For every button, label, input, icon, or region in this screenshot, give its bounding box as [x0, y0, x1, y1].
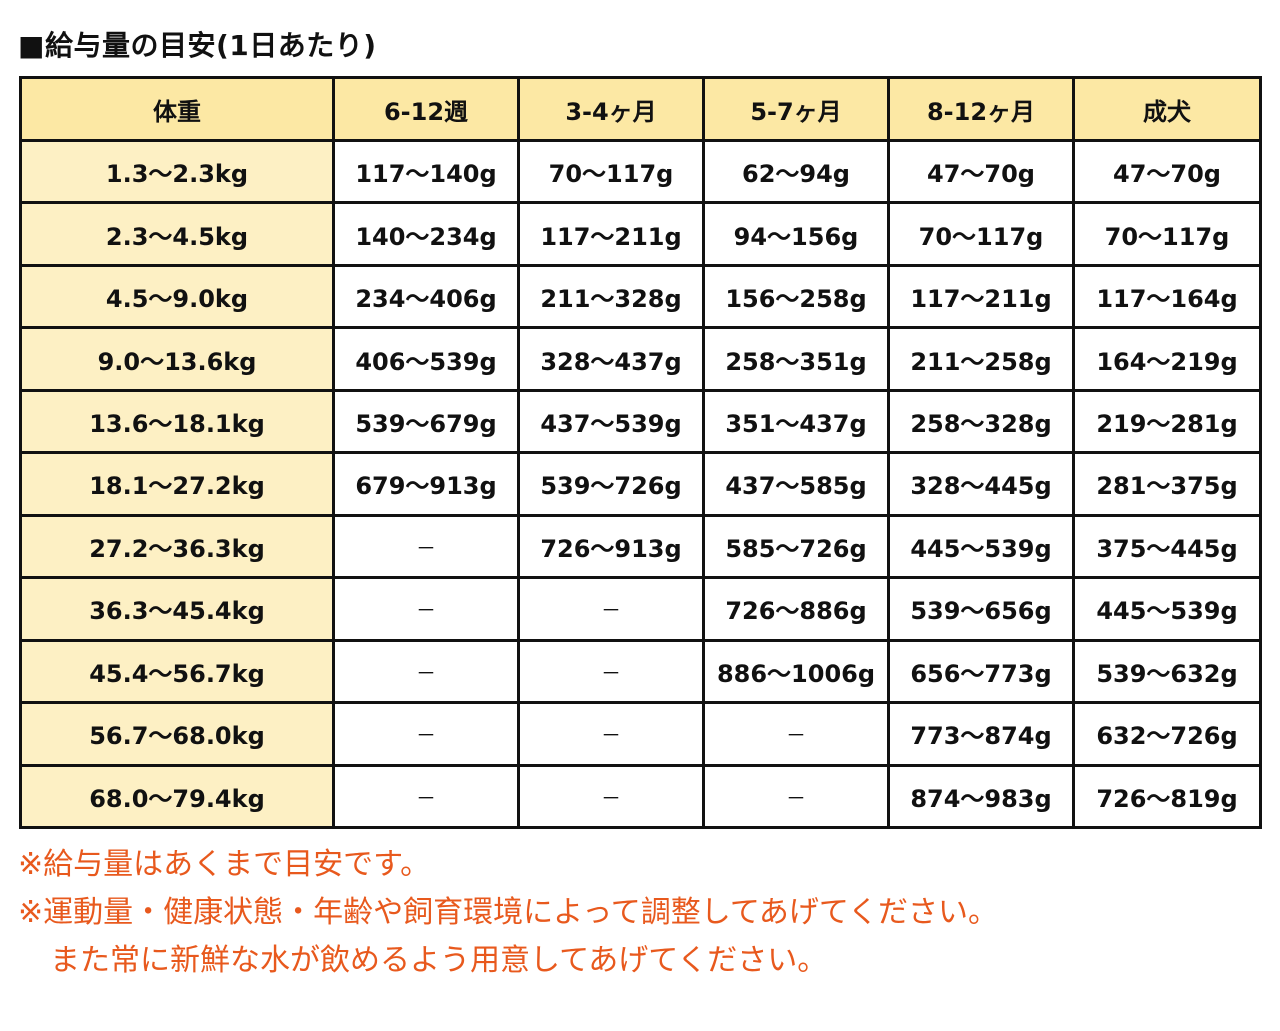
- note-guideline: ※給与量はあくまで目安です。: [18, 847, 431, 882]
- amount-cell: 328～445g: [887, 451, 1075, 517]
- amount-cell: －: [332, 638, 520, 705]
- amount-cell: 445～539g: [1072, 576, 1262, 642]
- amount-cell: 70～117g: [517, 138, 705, 205]
- amount-cell: 211～258g: [887, 326, 1075, 392]
- amount-cell: 406～539g: [332, 326, 520, 392]
- amount-cell: 117～140g: [332, 138, 520, 205]
- amount-cell: －: [332, 701, 520, 767]
- amount-cell: 874～983g: [887, 763, 1075, 830]
- header-5-7-months: 5-7ヶ月: [702, 76, 890, 142]
- note-adjust: ※運動量・健康状態・年齢や飼育環境によって調整してあげてください。: [18, 895, 999, 930]
- amount-cell: 886～1006g: [702, 638, 890, 705]
- weight-cell: 2.3～4.5kg: [19, 201, 335, 267]
- amount-cell: 47～70g: [1072, 138, 1262, 205]
- amount-cell: 328～437g: [517, 326, 705, 392]
- weight-cell: 13.6～18.1kg: [19, 388, 335, 455]
- amount-cell: －: [702, 763, 890, 830]
- amount-cell: 539～656g: [887, 576, 1075, 642]
- weight-cell: 68.0～79.4kg: [19, 763, 335, 830]
- amount-cell: －: [332, 576, 520, 642]
- amount-cell: 70～117g: [887, 201, 1075, 267]
- amount-cell: 211～328g: [517, 263, 705, 330]
- table-row: 45.4～56.7kg －－ 886～1006g 656～773g 539～632g: [19, 638, 1262, 705]
- amount-cell: 437～585g: [702, 451, 890, 517]
- amount-cell: 117～211g: [517, 201, 705, 267]
- amount-cell: 258～328g: [887, 388, 1075, 455]
- amount-cell: 70～117g: [1072, 201, 1262, 267]
- table-row: 27.2～36.3kg － 726～913g 585～726g 445～539g 375～…: [19, 513, 1262, 580]
- weight-cell: 45.4～56.7kg: [19, 638, 335, 705]
- table-row: 56.7～68.0kg －－－ 773～874g 632～726g: [19, 701, 1262, 767]
- amount-cell: 445～539g: [887, 513, 1075, 580]
- amount-cell: 117～211g: [887, 263, 1075, 330]
- amount-cell: 258～351g: [702, 326, 890, 392]
- amount-cell: －: [517, 638, 705, 705]
- amount-cell: 773～874g: [887, 701, 1075, 767]
- amount-cell: 375～445g: [1072, 513, 1262, 580]
- amount-cell: 539～632g: [1072, 638, 1262, 705]
- header-weight: 体重: [19, 76, 335, 142]
- weight-cell: 27.2～36.3kg: [19, 513, 335, 580]
- amount-cell: 351～437g: [702, 388, 890, 455]
- amount-cell: 656～773g: [887, 638, 1075, 705]
- amount-cell: －: [517, 763, 705, 830]
- amount-cell: 437～539g: [517, 388, 705, 455]
- amount-cell: 632～726g: [1072, 701, 1262, 767]
- weight-cell: 4.5～9.0kg: [19, 263, 335, 330]
- amount-cell: 117～164g: [1072, 263, 1262, 330]
- weight-cell: 18.1～27.2kg: [19, 451, 335, 517]
- table-header-row: 体重 6-12週 3-4ヶ月 5-7ヶ月 8-12ヶ月 成犬: [19, 76, 1262, 142]
- table-row: 9.0～13.6kg 406～539g 328～437g 258～351g 211～25…: [19, 326, 1262, 392]
- amount-cell: 94～156g: [702, 201, 890, 267]
- table-row: 4.5～9.0kg 234～406g 211～328g 156～258g 117～211…: [19, 263, 1262, 330]
- amount-cell: 164～219g: [1072, 326, 1262, 392]
- amount-cell: 679～913g: [332, 451, 520, 517]
- header-adult: 成犬: [1072, 76, 1262, 142]
- amount-cell: 726～913g: [517, 513, 705, 580]
- amount-cell: 726～819g: [1072, 763, 1262, 830]
- amount-cell: 156～258g: [702, 263, 890, 330]
- amount-cell: 234～406g: [332, 263, 520, 330]
- weight-cell: 36.3～45.4kg: [19, 576, 335, 642]
- feeding-amount-table: 体重 6-12週 3-4ヶ月 5-7ヶ月 8-12ヶ月 成犬 1.3～2.3kg…: [19, 76, 1262, 830]
- amount-cell: 219～281g: [1072, 388, 1262, 455]
- amount-cell: －: [332, 763, 520, 830]
- amount-cell: －: [517, 701, 705, 767]
- amount-cell: 140～234g: [332, 201, 520, 267]
- amount-cell: －: [332, 513, 520, 580]
- note-water: また常に新鮮な水が飲めるよう用意してあげてください。: [50, 943, 828, 978]
- amount-cell: －: [517, 576, 705, 642]
- table-row: 13.6～18.1kg 539～679g 437～539g 351～437g 258～3…: [19, 388, 1262, 455]
- table-row: 68.0～79.4kg －－－ 874～983g 726～819g: [19, 763, 1262, 830]
- page-title: ■給与量の目安(1日あたり): [18, 29, 377, 62]
- weight-cell: 1.3～2.3kg: [19, 138, 335, 205]
- amount-cell: －: [702, 701, 890, 767]
- header-8-12-months: 8-12ヶ月: [887, 76, 1075, 142]
- header-3-4-months: 3-4ヶ月: [517, 76, 705, 142]
- amount-cell: 62～94g: [702, 138, 890, 205]
- table-row: 1.3～2.3kg 117～140g 70～117g 62～94g 47～70g 47～7…: [19, 138, 1262, 205]
- weight-cell: 56.7～68.0kg: [19, 701, 335, 767]
- weight-cell: 9.0～13.6kg: [19, 326, 335, 392]
- amount-cell: 726～886g: [702, 576, 890, 642]
- amount-cell: 281～375g: [1072, 451, 1262, 517]
- table-row: 2.3～4.5kg 140～234g 117～211g 94～156g 70～117g 7…: [19, 201, 1262, 267]
- amount-cell: 47～70g: [887, 138, 1075, 205]
- table-row: 18.1～27.2kg 679～913g 539～726g 437～585g 328～4…: [19, 451, 1262, 517]
- amount-cell: 539～679g: [332, 388, 520, 455]
- amount-cell: 585～726g: [702, 513, 890, 580]
- amount-cell: 539～726g: [517, 451, 705, 517]
- table-row: 36.3～45.4kg －－ 726～886g 539～656g 445～539g: [19, 576, 1262, 642]
- header-6-12-weeks: 6-12週: [332, 76, 520, 142]
